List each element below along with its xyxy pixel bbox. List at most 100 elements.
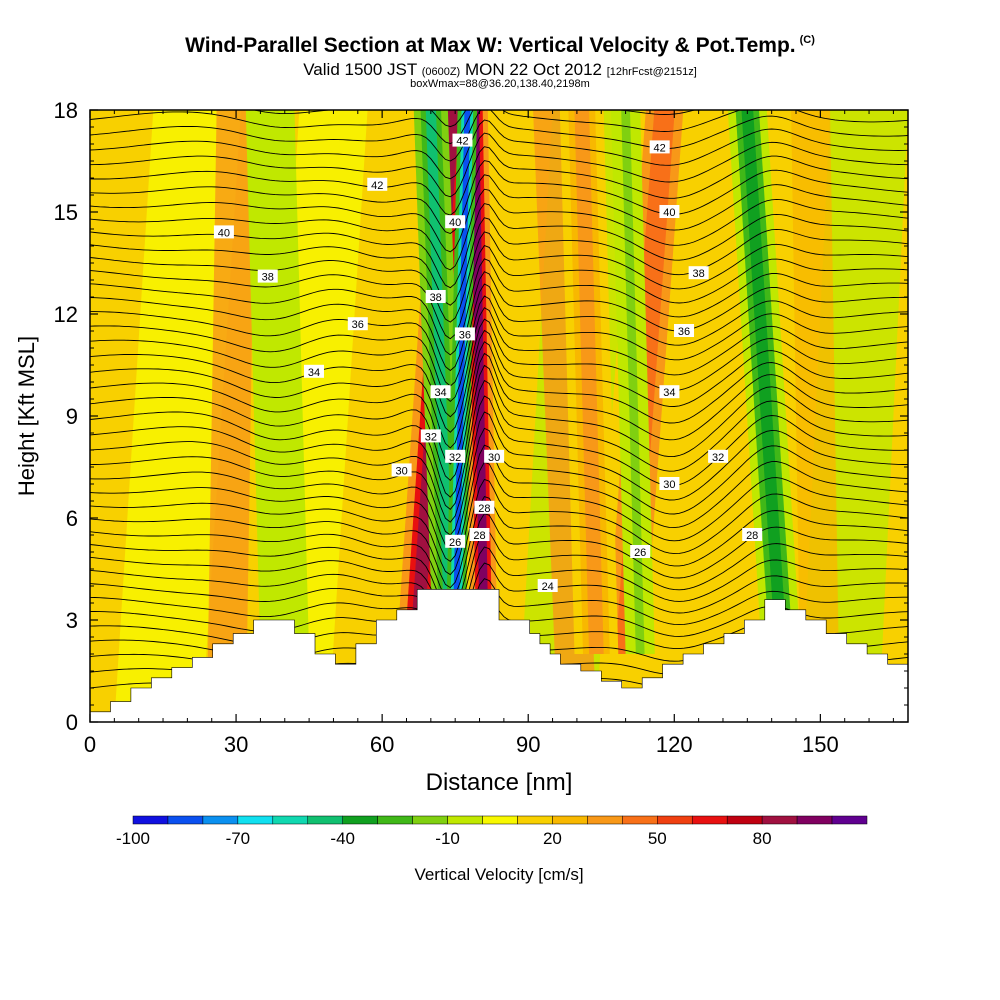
- colorbar-tick-label-0: -100: [116, 829, 150, 848]
- contour-label-group-2: 38: [257, 269, 278, 284]
- isentrope-21: [90, 341, 908, 465]
- contour-label-group-26: 28: [742, 528, 763, 542]
- contour-label-bg-3: [347, 317, 368, 331]
- contour-label-bg-15: [484, 449, 505, 463]
- copyright-mark: (C): [799, 34, 815, 46]
- colorbar-swatch-12: [552, 815, 588, 825]
- y-tick-label-0: 0: [66, 710, 78, 735]
- isentrope-25: [90, 295, 908, 403]
- contour-label-14: 32: [449, 452, 461, 464]
- isentrope-11: [90, 496, 908, 601]
- isentrope-31: [90, 217, 908, 306]
- contour-label-bg-25: [708, 449, 729, 463]
- contour-label-15: 30: [488, 452, 500, 464]
- velocity-band-6: [791, 110, 840, 722]
- contour-label-13: 34: [434, 387, 446, 399]
- contour-label-group-19: 30: [659, 477, 680, 491]
- isentrope-36: [90, 146, 908, 216]
- contour-label-bg-19: [659, 477, 680, 490]
- contour-label-group-13: 34: [430, 385, 451, 399]
- contour-label-26: 28: [746, 530, 758, 542]
- downdraft-core-3-layer-2: [621, 110, 645, 654]
- colorbar-swatch-20: [831, 815, 868, 825]
- contour-label-group-16: 28: [469, 528, 490, 542]
- y-tick-label-2: 6: [66, 506, 78, 531]
- contour-label-0: 42: [371, 180, 383, 192]
- y-tick-label-3: 9: [66, 404, 78, 429]
- contour-label-7: 28: [478, 503, 490, 515]
- colorbar-swatch-18: [761, 815, 798, 825]
- updraft-core-3-layer-2: [574, 110, 604, 654]
- terrain: [90, 589, 908, 722]
- isentrope-14: [90, 444, 908, 562]
- contour-label-group-12: 36: [454, 327, 475, 341]
- colorbar-swatch-5: [307, 815, 343, 825]
- isentrope-23: [90, 318, 908, 433]
- colorbar-swatch-16: [691, 815, 728, 825]
- contour-label-group-18: 26: [630, 545, 651, 559]
- contour-label-9: 38: [430, 292, 442, 304]
- contour-label-bg-4: [303, 364, 324, 378]
- colorbar-swatch-13: [587, 815, 623, 825]
- contour-label-bg-9: [425, 290, 446, 303]
- contour-label-group-10: 40: [445, 215, 466, 229]
- isentrope-33: [90, 188, 908, 271]
- theta-contours: [90, 110, 908, 721]
- contour-label-16: 28: [473, 530, 485, 542]
- contour-label-bg-24: [649, 140, 670, 154]
- updraft-core-1-layer-2: [470, 110, 489, 654]
- contour-label-23: 40: [663, 207, 675, 219]
- colorbar-swatch-15: [657, 815, 693, 825]
- isentrope-9: [90, 529, 908, 625]
- contour-label-bg-17: [537, 579, 558, 592]
- contour-label-bg-13: [430, 385, 451, 399]
- y-tick-label-4: 12: [54, 302, 78, 327]
- contour-label-3: 36: [352, 319, 364, 331]
- x-tick-label-4: 120: [656, 732, 693, 757]
- x-tick-label-0: 0: [84, 732, 96, 757]
- contour-label-bg-11: [452, 133, 473, 147]
- contour-label-group-9: 38: [425, 290, 446, 304]
- contour-label-bg-10: [445, 215, 466, 229]
- isentrope-28: [90, 258, 908, 356]
- contour-label-21: 36: [678, 326, 690, 338]
- isentrope-20: [90, 352, 908, 482]
- contour-label-4: 34: [308, 367, 320, 379]
- colorbar-tick-label-2: -40: [330, 829, 355, 848]
- colorbar-tick-label-5: 50: [648, 829, 667, 848]
- isentrope-24: [90, 307, 908, 418]
- colorbar-tick-label-1: -70: [226, 829, 251, 848]
- chart-subtitle-2: boxWmax=88@36.20,138.40,2198m: [410, 78, 590, 90]
- contour-label-1: 40: [218, 227, 230, 239]
- contour-label-8: 26: [449, 537, 461, 549]
- contour-label-bg-6: [391, 463, 412, 477]
- contour-label-group-1: 40: [213, 225, 234, 239]
- isentrope-38: [90, 119, 908, 180]
- isentrope-7: [90, 562, 908, 648]
- colorbar-swatch-9: [447, 815, 483, 825]
- contour-label-group-14: 32: [445, 449, 466, 464]
- colorbar-swatch-8: [412, 815, 448, 825]
- contour-label-bg-8: [445, 534, 466, 548]
- isentrope-18: [90, 379, 908, 511]
- isentrope-35: [90, 160, 908, 235]
- contour-label-5: 32: [425, 431, 437, 443]
- contour-label-6: 30: [395, 465, 407, 477]
- contour-label-20: 34: [663, 387, 675, 399]
- isentrope-12: [90, 478, 908, 589]
- y-axis-label: Height [Kft MSL]: [14, 336, 39, 496]
- contour-label-bg-22: [688, 266, 709, 280]
- isentrope-16: [90, 411, 908, 536]
- isentrope-19: [90, 364, 908, 498]
- y-tick-label-6: 18: [54, 98, 78, 123]
- contour-label-group-23: 40: [659, 205, 680, 219]
- isentrope-13: [90, 461, 908, 576]
- contour-label-10: 40: [449, 217, 461, 229]
- contour-label-group-8: 26: [445, 534, 466, 549]
- y-tick-label-1: 3: [66, 608, 78, 633]
- colorbar-tick-label-6: 80: [753, 829, 772, 848]
- isentrope-29: [90, 245, 908, 340]
- x-tick-label-1: 30: [224, 732, 248, 757]
- isentrope-30: [90, 231, 908, 323]
